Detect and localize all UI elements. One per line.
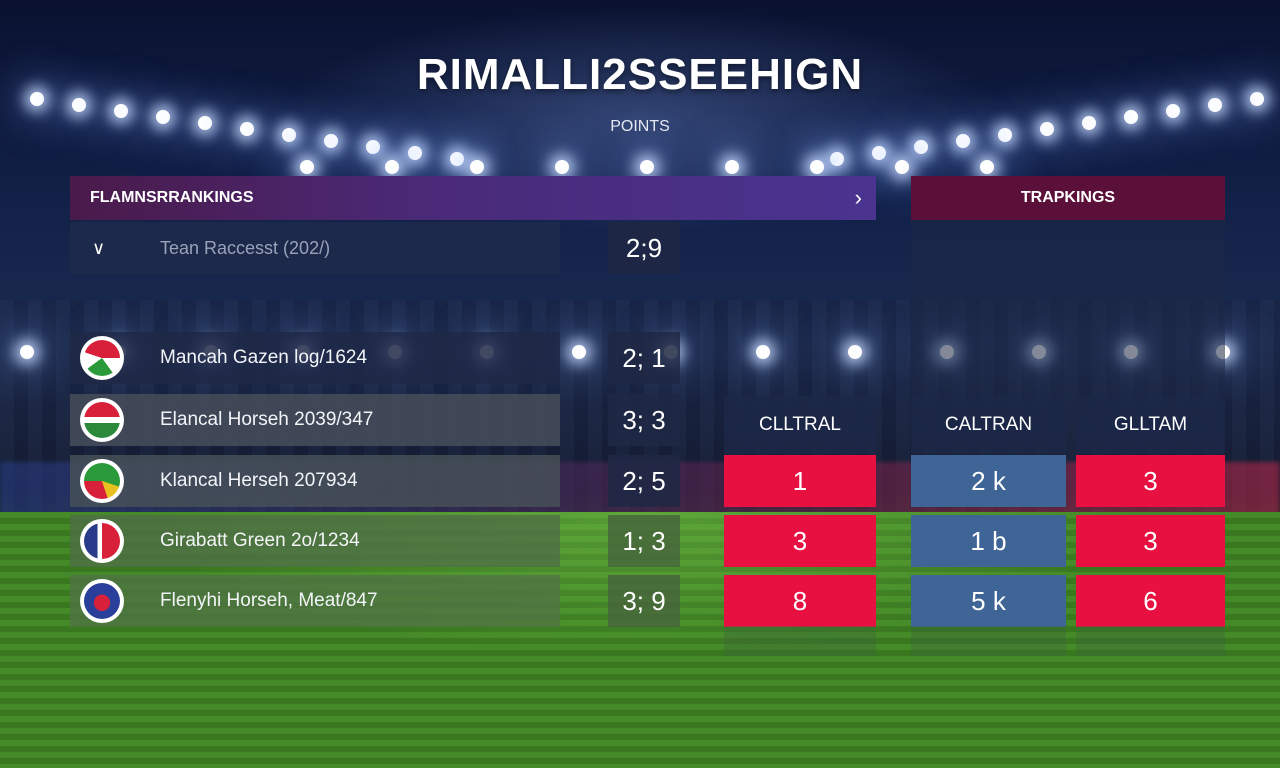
stat-cell: 5 k [911,575,1066,627]
stadium-light [366,140,380,154]
season-dropdown-label: Tean Raccesst (202/) [160,237,331,258]
team-score: 2; 5 [608,455,680,507]
team-row[interactable]: Girabatt Green 2o/1234 [70,515,560,567]
crest-blue-red-icon [80,579,124,623]
stadium-light [30,92,44,106]
rankings-header-label: FLAMNSRRANKINGS [90,189,254,206]
stadium-light [756,345,770,359]
team-score: 1; 3 [608,515,680,567]
team-name: Mancah Gazen log/1624 [160,347,368,368]
stadium-light [240,122,254,136]
stadium-light [872,146,886,160]
stadium-light [980,160,994,174]
stadium-light [895,160,909,174]
stadium-light [830,152,844,166]
team-score: 3; 3 [608,394,680,446]
team-row[interactable]: Mancah Gazen log/1624 [70,332,560,384]
flag-green-red-yellow-icon [80,459,124,503]
stadium-light [1082,116,1096,130]
stadium-light [450,152,464,166]
stadium-light [848,345,862,359]
stat-cell: 6 [1076,575,1225,627]
stadium-light [20,345,34,359]
page-title: RIMALLI2SSEEHIGN [416,50,864,99]
stadium-light [725,160,739,174]
rankings-header-bar[interactable]: FLAMNSRRANKINGS › [70,176,876,220]
stadium-light [1040,122,1054,136]
stat-cell: 1 [724,455,876,507]
flag-red-white-green-icon [80,398,124,442]
team-name: Girabatt Green 2o/1234 [160,530,360,551]
dropdown-score: 2;9 [608,222,680,274]
column-header[interactable]: CALTRAN [911,396,1066,454]
stadium-light [324,134,338,148]
column-header[interactable]: GLLTAM [1076,396,1225,454]
stat-cell: 1 b [911,515,1066,567]
flag-blue-white-red-icon [80,519,124,563]
team-name: Elancal Horseh 2039/347 [160,409,374,430]
trapkings-header-bar[interactable]: TRAPKINGS [911,176,1225,220]
column-footer [724,626,876,656]
stadium-light [914,140,928,154]
stadium-light [300,160,314,174]
stadium-light [998,128,1012,142]
stadium-light [282,128,296,142]
stat-cell: 8 [724,575,876,627]
stadium-light [1124,110,1138,124]
stadium-light [810,160,824,174]
team-row[interactable]: Klancal Herseh 207934 [70,455,560,507]
chevron-right-icon[interactable]: › [854,185,862,210]
stadium-light [408,146,422,160]
stadium-light [1250,92,1264,106]
page-subtitle: POINTS [610,118,670,135]
column-footer [1076,626,1225,656]
stadium-light [572,345,586,359]
stadium-light [1208,98,1222,112]
stadium-light [640,160,654,174]
stadium-light [72,98,86,112]
stat-cell: 2 k [911,455,1066,507]
stadium-light [956,134,970,148]
stat-cell: 3 [1076,455,1225,507]
column-header[interactable]: CLLTRAL [724,396,876,454]
team-row[interactable]: Elancal Horseh 2039/347 [70,394,560,446]
team-row[interactable]: Flenyhi Horseh, Meat/847 [70,575,560,627]
stadium-light [555,160,569,174]
stat-cell: 3 [1076,515,1225,567]
team-name: Klancal Herseh 207934 [160,470,358,491]
stadium-light [114,104,128,118]
stadium-light [1166,104,1180,118]
crest-red-green-icon [80,336,124,380]
stat-cell: 3 [724,515,876,567]
season-dropdown[interactable]: ∨ Tean Raccesst (202/) [70,222,560,274]
column-footer [911,626,1066,656]
chevron-down-icon[interactable]: ∨ [92,237,106,258]
team-name: Flenyhi Horseh, Meat/847 [160,590,378,611]
trapkings-header-label: TRAPKINGS [1020,189,1116,206]
stadium-light [470,160,484,174]
team-score: 3; 9 [608,575,680,627]
team-score: 2; 1 [608,332,680,384]
stadium-light [198,116,212,130]
stadium-light [385,160,399,174]
stadium-light [156,110,170,124]
trapkings-panel [911,220,1225,396]
